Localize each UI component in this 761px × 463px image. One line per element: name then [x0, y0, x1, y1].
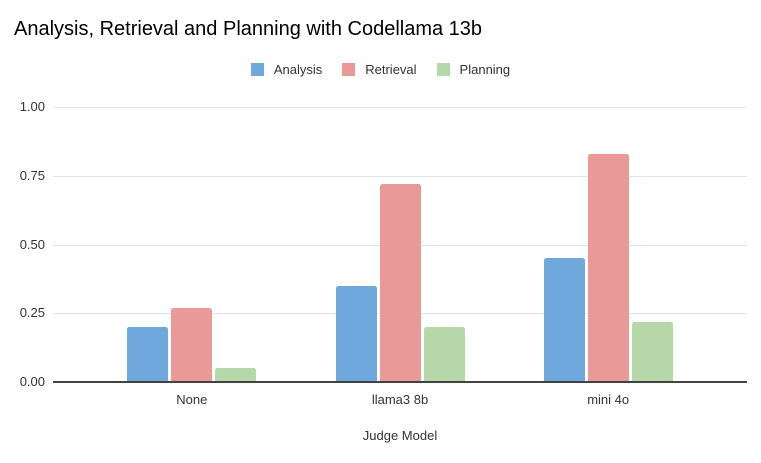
- y-axis-tick-label: 1.00: [19, 99, 45, 114]
- legend-item-analysis: Analysis: [250, 61, 323, 77]
- y-axis-tick-label: 0.25: [19, 305, 45, 321]
- x-axis-category-label: mini 4o: [587, 392, 630, 407]
- y-axis-tick-label: 0.75: [19, 167, 45, 183]
- bar-retrieval-mini-4o[interactable]: [587, 153, 629, 382]
- chart-title: Analysis, Retrieval and Planning with Co…: [14, 18, 483, 40]
- x-axis-category-label: llama3 8b: [371, 392, 429, 407]
- bar-analysis-llama3-8b[interactable]: [335, 285, 377, 382]
- legend-item-retrieval: Retrieval: [342, 61, 417, 77]
- bar-retrieval-llama3-8b[interactable]: [379, 184, 421, 382]
- x-axis-category-label: None: [176, 392, 208, 407]
- x-axis-title: Judge Model: [362, 428, 438, 443]
- gridline: [53, 175, 747, 177]
- plot-area: [53, 107, 747, 383]
- y-axis-tick-label: 0.50: [19, 236, 45, 252]
- gridline: [53, 107, 747, 108]
- legend-swatch-analysis-icon: [250, 62, 264, 76]
- bar-analysis-none[interactable]: [127, 327, 169, 382]
- bar-planning-mini-4o[interactable]: [631, 321, 673, 382]
- legend-item-planning: Planning: [436, 61, 511, 77]
- legend-label: Planning: [459, 61, 511, 77]
- x-axis-line: [53, 381, 747, 383]
- bar-retrieval-none[interactable]: [171, 307, 213, 382]
- legend-swatch-planning-icon: [436, 62, 450, 76]
- legend-swatch-retrieval-icon: [342, 62, 356, 76]
- legend: Analysis Retrieval Planning: [0, 61, 761, 77]
- legend-label: Retrieval: [365, 61, 417, 77]
- bar-planning-none[interactable]: [215, 368, 257, 382]
- bar-analysis-mini-4o[interactable]: [543, 258, 585, 382]
- legend-label: Analysis: [273, 61, 323, 77]
- bar-planning-llama3-8b[interactable]: [423, 327, 465, 382]
- y-axis-tick-label: 0.00: [19, 374, 45, 389]
